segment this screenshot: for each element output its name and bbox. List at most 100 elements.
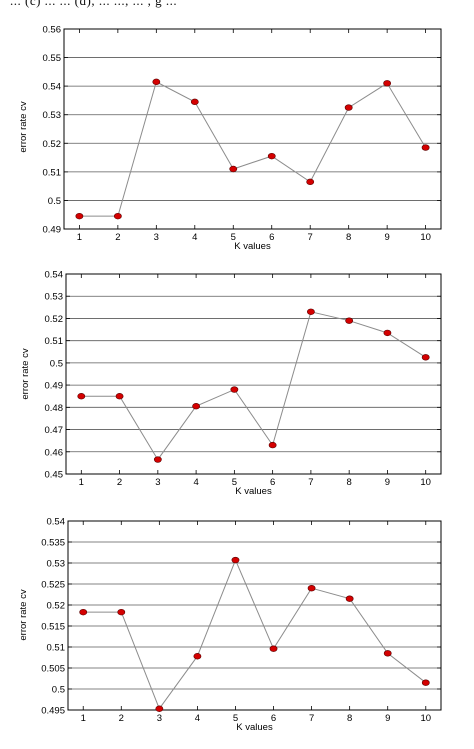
x-tick-label: 4 — [193, 477, 198, 488]
data-point — [230, 386, 239, 393]
x-tick-label: 6 — [269, 232, 274, 243]
y-tick-label: 0.52 — [47, 601, 66, 612]
x-tick-label: 9 — [384, 232, 389, 243]
chart-error-rate-2: 0.45 0.46 0.47 0.48 0.49 0.5 0.51 0.52 0.53 0.54 1… — [20, 270, 442, 497]
x-tick-label: 5 — [232, 477, 237, 488]
y-tick-label: 0.5 — [50, 358, 63, 369]
data-point — [344, 104, 353, 111]
data-point — [115, 393, 124, 400]
y-tick-label: 0.54 — [45, 270, 64, 281]
y-tick-label: 0.55 — [43, 53, 62, 64]
x-tick-label: 4 — [195, 713, 200, 724]
data-point — [229, 165, 238, 173]
x-tick-label: 6 — [270, 477, 275, 488]
y-tick-label: 0.53 — [43, 110, 62, 121]
x-tick-label: 7 — [308, 232, 313, 243]
x-tick-label: 3 — [154, 232, 159, 243]
data-point — [117, 608, 126, 616]
y-tick-label: 0.525 — [41, 580, 65, 591]
x-tick-label: 3 — [155, 477, 160, 488]
x-tick-label: 9 — [385, 713, 390, 724]
x-tick-label: 8 — [347, 477, 352, 488]
x-tick-label: 10 — [420, 232, 431, 243]
data-point — [75, 212, 84, 220]
series-line — [79, 81, 427, 217]
data-point — [421, 354, 430, 361]
y-axis-label: error rate cv — [20, 348, 31, 399]
data-point — [267, 152, 276, 160]
data-point — [306, 308, 315, 315]
x-axis-label: K values — [234, 241, 271, 252]
x-tick-label: 2 — [115, 232, 120, 243]
data-point — [383, 650, 392, 657]
data-point — [190, 98, 199, 106]
series-line — [81, 311, 426, 461]
x-tick-label: 7 — [308, 477, 313, 488]
x-axis-label: K values — [235, 486, 272, 497]
y-tick-label: 0.495 — [41, 706, 65, 717]
y-tick-label: 0.52 — [45, 314, 64, 325]
data-point — [231, 556, 240, 564]
y-tick-label: 0.53 — [47, 559, 66, 570]
chart-error-rate-1: 0.49 0.5 0.51 0.52 0.53 0.54 0.55 0.56 1 2 3 4 5 6 7 8 9… — [18, 25, 442, 252]
y-tick-label: 0.5 — [52, 685, 65, 696]
data-point — [383, 329, 392, 337]
data-point — [153, 456, 162, 463]
x-tick-label: 7 — [309, 713, 314, 724]
data-point — [192, 403, 201, 410]
y-axis-label: error rate cv — [18, 589, 29, 640]
y-tick-label: 0.49 — [45, 381, 64, 392]
y-tick-label: 0.535 — [41, 538, 65, 549]
y-tick-label: 0.515 — [41, 622, 65, 633]
y-tick-label: 0.54 — [43, 82, 62, 93]
x-axis-label: K values — [236, 722, 273, 733]
data-point — [345, 595, 354, 602]
x-tick-label: 10 — [420, 713, 431, 724]
y-axis-label: error rate cv — [18, 101, 29, 152]
x-tick-label: 2 — [117, 477, 122, 488]
x-tick-label: 9 — [385, 477, 390, 488]
y-tick-label: 0.49 — [43, 225, 62, 236]
data-point — [113, 212, 122, 220]
data-point — [77, 393, 86, 400]
data-point — [383, 80, 392, 87]
y-tick-label: 0.52 — [43, 139, 62, 150]
plot-frame — [67, 520, 442, 711]
x-tick-label: 8 — [346, 232, 351, 243]
x-tick-label: 1 — [79, 477, 84, 488]
x-tick-label: 5 — [233, 713, 238, 724]
data-point — [152, 78, 161, 86]
data-point — [306, 178, 315, 186]
data-point — [193, 653, 202, 660]
data-point — [421, 679, 430, 686]
y-tick-label: 0.51 — [45, 336, 64, 347]
y-tick-label: 0.47 — [45, 425, 64, 436]
x-tick-label: 8 — [347, 713, 352, 724]
data-point — [345, 317, 354, 324]
y-tick-label: 0.5 — [48, 196, 61, 207]
y-tick-label: 0.51 — [43, 167, 62, 178]
data-point — [307, 584, 316, 592]
data-point — [421, 144, 430, 151]
x-tick-label: 6 — [271, 713, 276, 724]
x-tick-label: 1 — [81, 713, 86, 724]
y-tick-label: 0.51 — [47, 643, 66, 654]
y-tick-label: 0.53 — [45, 292, 64, 303]
data-point — [79, 608, 88, 616]
x-tick-label: 10 — [420, 477, 431, 488]
x-tick-label: 3 — [157, 713, 162, 724]
y-tick-label: 0.54 — [47, 517, 66, 528]
data-point — [269, 645, 278, 652]
series-line — [83, 558, 427, 710]
x-tick-label: 2 — [119, 713, 124, 724]
plot-frame — [63, 28, 442, 230]
chart-error-rate-3: 0.495 0.5 0.505 0.51 0.515 0.52 0.525 0.53 0.535… — [18, 517, 442, 733]
y-tick-label: 0.505 — [41, 664, 65, 675]
x-tick-label: 5 — [231, 232, 236, 243]
data-point — [268, 441, 277, 449]
y-tick-label: 0.48 — [45, 403, 64, 414]
cropped-caption-fragment: ... (c) ... ... (d), ... ..., ... , g ..… — [0, 0, 474, 14]
y-tick-label: 0.46 — [45, 447, 64, 458]
plot-frame — [65, 273, 442, 475]
data-point — [155, 705, 164, 712]
